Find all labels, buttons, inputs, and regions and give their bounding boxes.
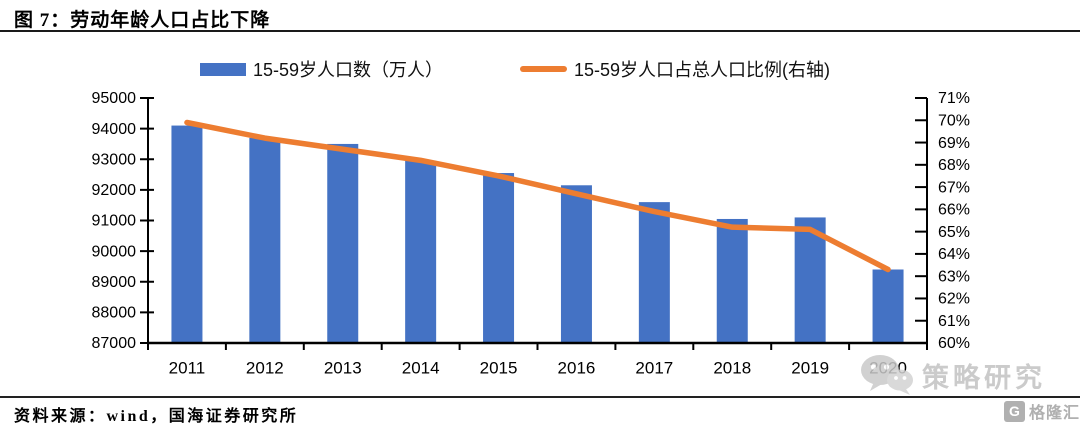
- x-axis-label: 2020: [869, 358, 907, 377]
- gelonghui-logo: G 格隆汇: [1004, 399, 1080, 423]
- x-axis-label: 2019: [791, 358, 829, 377]
- page-title: 图 7：劳动年龄人口占比下降: [14, 10, 271, 31]
- x-axis-label: 2018: [713, 358, 751, 377]
- right-axis-label: 69%: [938, 135, 970, 152]
- legend-item-ratio: 15-59岁人口占总人口比例(右轴): [520, 56, 830, 82]
- title-divider: [0, 30, 1080, 32]
- left-axis-label: 92000: [92, 182, 137, 199]
- legend-label-ratio: 15-59岁人口占总人口比例(右轴): [574, 60, 831, 80]
- bar-2020: [872, 269, 904, 343]
- x-axis-label: 2016: [558, 358, 596, 377]
- left-axis-label: 94000: [92, 121, 137, 138]
- x-axis-label: 2014: [402, 358, 440, 377]
- chart-legend: 15-59岁人口数（万人） 15-59岁人口占总人口比例(右轴): [0, 56, 1080, 82]
- bar-2011: [171, 125, 203, 343]
- right-axis-label: 70%: [938, 112, 970, 129]
- x-axis-label: 2012: [246, 358, 284, 377]
- left-axis-label: 91000: [92, 213, 137, 230]
- right-axis-label: 68%: [938, 157, 970, 174]
- bar-2019: [794, 217, 826, 343]
- x-axis-label: 2013: [324, 358, 362, 377]
- bar-2014: [405, 160, 437, 343]
- right-axis-label: 71%: [938, 90, 970, 107]
- ratio-line: [184, 119, 891, 273]
- source-note: 资料来源：wind，国海证券研究所: [14, 408, 299, 425]
- left-axis-label: 87000: [92, 335, 137, 352]
- left-axis-label: 95000: [92, 90, 137, 107]
- x-axis-label: 2017: [635, 358, 673, 377]
- bar-2016: [560, 185, 592, 343]
- left-axis-label: 89000: [92, 274, 137, 291]
- line-series-swatch-icon: [520, 66, 567, 72]
- left-axis-label: 90000: [92, 243, 137, 260]
- left-axis-label: 88000: [92, 305, 137, 322]
- right-axis-label: 61%: [938, 313, 970, 330]
- bar-2013: [327, 143, 359, 343]
- gelonghui-logo-text: 格隆汇: [1029, 405, 1080, 422]
- right-axis-label: 63%: [938, 268, 970, 285]
- right-axis-label: 65%: [938, 224, 970, 241]
- bar-series-swatch-icon: [200, 62, 246, 76]
- right-axis-label: 66%: [938, 202, 970, 219]
- legend-label-population: 15-59岁人口数（万人）: [253, 60, 444, 80]
- footer-divider: [0, 396, 1080, 398]
- right-axis-label: 60%: [938, 335, 970, 352]
- x-axis-label: 2015: [480, 358, 518, 377]
- legend-item-population: 15-59岁人口数（万人）: [200, 56, 443, 82]
- x-axis-label: 2011: [169, 358, 206, 377]
- right-axis-label: 62%: [938, 291, 970, 308]
- bar-2012: [249, 137, 281, 343]
- bar-2017: [638, 202, 670, 343]
- right-axis-label: 64%: [938, 246, 970, 263]
- left-axis-label: 93000: [92, 151, 137, 168]
- bar-2015: [483, 173, 515, 343]
- right-axis-label: 67%: [938, 179, 970, 196]
- bar-2018: [716, 218, 748, 343]
- gelonghui-icon: G: [1004, 400, 1025, 422]
